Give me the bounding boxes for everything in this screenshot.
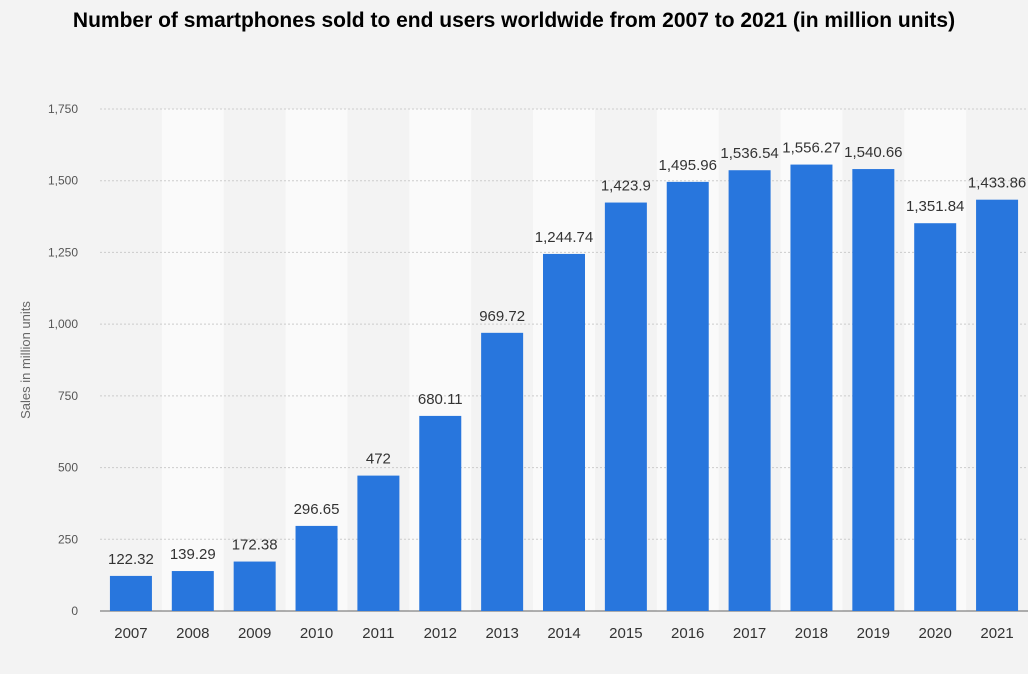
data-label-2017: 1,536.54	[720, 145, 778, 162]
bar-2013[interactable]	[481, 332, 524, 611]
data-label-2018: 1,556.27	[782, 140, 840, 157]
x-tick-label-2020: 2020	[919, 625, 952, 642]
y-tick-label: 250	[58, 532, 78, 546]
y-axis-label: Sales in million units	[18, 301, 33, 419]
x-tick-label-2012: 2012	[424, 625, 457, 642]
bar-2008[interactable]	[171, 571, 214, 611]
y-tick-label: 750	[58, 389, 78, 403]
y-tick-label: 1,250	[48, 245, 78, 259]
bar-2021[interactable]	[976, 199, 1019, 611]
x-tick-label-2018: 2018	[795, 625, 828, 642]
data-label-2013: 969.72	[479, 308, 525, 325]
data-label-2019: 1,540.66	[844, 144, 902, 161]
data-label-2011: 472	[366, 451, 391, 468]
data-label-2014: 1,244.74	[535, 229, 593, 246]
bar-2015[interactable]	[604, 202, 647, 611]
data-label-2009: 172.38	[232, 537, 278, 554]
y-tick-label: 1,750	[48, 102, 78, 116]
data-label-2012: 680.11	[418, 391, 463, 408]
data-label-2008: 139.29	[170, 546, 216, 563]
bar-2007[interactable]	[109, 575, 152, 611]
chart-title: Number of smartphones sold to end users …	[72, 9, 956, 32]
x-tick-label-2019: 2019	[857, 625, 890, 642]
x-tick-label-2011: 2011	[362, 625, 394, 642]
bar-2018[interactable]	[790, 164, 833, 612]
x-tick-label-2015: 2015	[609, 625, 642, 642]
data-label-2010: 296.65	[294, 501, 340, 518]
bar-2020[interactable]	[914, 223, 957, 612]
x-tick-label-2014: 2014	[547, 625, 580, 642]
bar-2010[interactable]	[295, 525, 338, 611]
bar-2012[interactable]	[419, 415, 462, 611]
data-label-2007: 122.32	[108, 551, 154, 568]
bar-2009[interactable]	[233, 561, 276, 611]
y-tick-label: 1,000	[48, 317, 78, 331]
x-tick-label-2021: 2021	[980, 625, 1013, 642]
y-tick-label: 500	[58, 461, 78, 475]
bar-2011[interactable]	[357, 475, 400, 611]
y-tick-label: 1,500	[48, 174, 78, 188]
x-tick-label-2007: 2007	[114, 625, 147, 642]
data-label-2020: 1,351.84	[906, 198, 964, 215]
x-tick-label-2013: 2013	[485, 625, 518, 642]
x-tick-label-2009: 2009	[238, 625, 271, 642]
x-tick-label-2016: 2016	[671, 625, 704, 642]
data-label-2015: 1,423.9	[601, 178, 651, 195]
bar-2019[interactable]	[852, 169, 895, 612]
x-tick-label-2008: 2008	[176, 625, 209, 642]
x-tick-label-2010: 2010	[300, 625, 333, 642]
data-label-2016: 1,495.96	[659, 157, 717, 174]
bar-2017[interactable]	[728, 170, 771, 611]
bar-2016[interactable]	[666, 181, 709, 612]
x-tick-label-2017: 2017	[733, 625, 766, 642]
bar-2014[interactable]	[543, 253, 585, 611]
y-tick-label: 0	[71, 604, 78, 618]
data-label-2021: 1,433.86	[968, 175, 1026, 192]
column-band-2008	[161, 109, 224, 611]
